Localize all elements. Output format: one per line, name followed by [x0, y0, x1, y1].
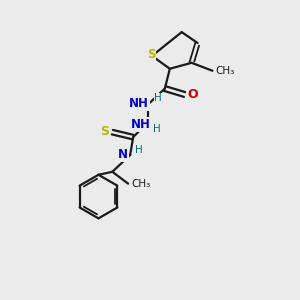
Text: H: H	[154, 94, 162, 103]
Text: NH: NH	[131, 118, 151, 131]
Text: S: S	[147, 48, 155, 62]
Text: N: N	[118, 148, 128, 161]
Text: NH: NH	[129, 97, 149, 110]
Text: O: O	[187, 88, 198, 101]
Text: H: H	[153, 124, 161, 134]
Text: CH₃: CH₃	[131, 179, 150, 189]
Text: CH₃: CH₃	[215, 66, 235, 76]
Text: S: S	[100, 125, 109, 138]
Text: H: H	[135, 145, 143, 155]
